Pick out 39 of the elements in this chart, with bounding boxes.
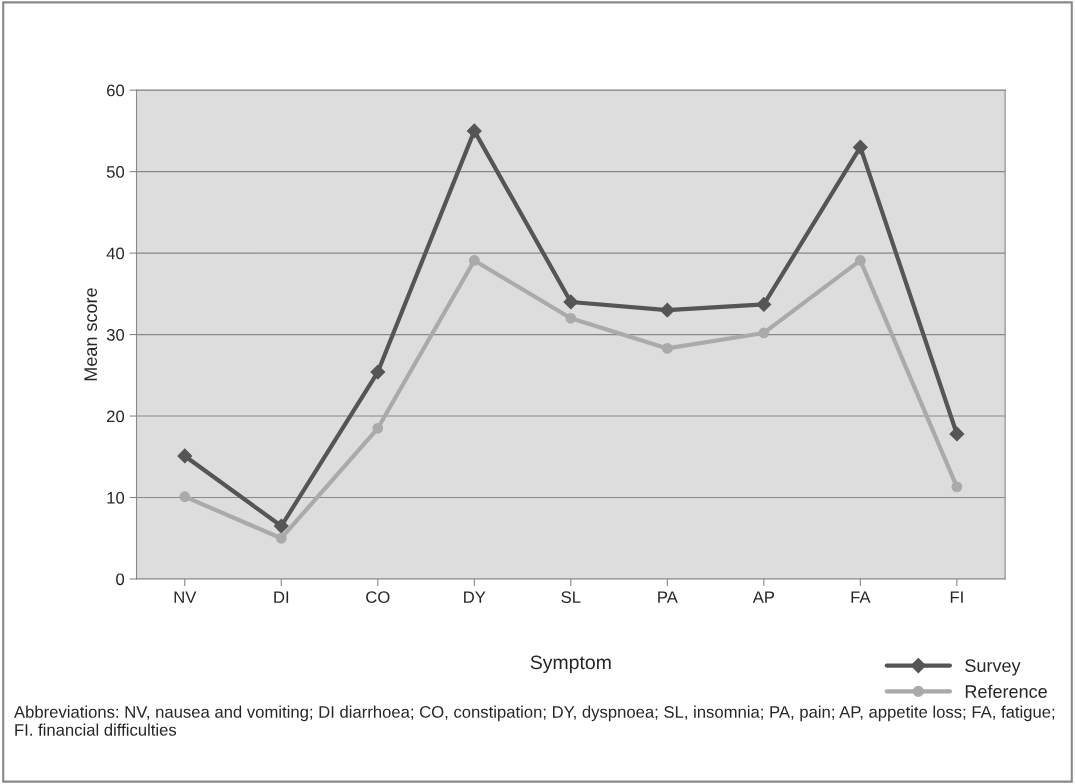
legend-label: Reference (965, 684, 1047, 698)
x-tick-label: SL (561, 591, 581, 604)
point (565, 312, 577, 324)
y-tick-label: 30 (106, 328, 125, 341)
point (756, 297, 772, 312)
point (466, 123, 482, 139)
point (949, 426, 965, 442)
point (854, 255, 866, 266)
x-tick-label: PA (658, 591, 678, 603)
x-tick-label: CO (366, 591, 390, 604)
point (563, 294, 579, 310)
x-tick-label: DI (274, 591, 289, 603)
point (275, 532, 287, 544)
point (951, 481, 963, 493)
point (273, 518, 289, 534)
y-tick-label: 0 (116, 573, 125, 586)
x-tick-label: NV (174, 591, 197, 603)
x-tick-label: DY (464, 591, 486, 603)
point (177, 448, 193, 464)
point (758, 327, 770, 339)
text: Abbreviations: NV, nausea and vomiting; DI diarrhoea; CO, constipation; DY, dyspnoea; SL, insomnia; PA, pain; AP, appetite loss; FA, fatigue; FI. financial difficulties (14, 705, 1055, 736)
x-tick-label: FA (851, 591, 871, 603)
x-tick-label: FI (950, 591, 963, 603)
point (372, 422, 384, 434)
y-tick-label: 50 (106, 166, 125, 178)
x-axis-title: Symptom (530, 655, 611, 674)
point (659, 302, 675, 318)
point (370, 364, 386, 380)
point (179, 491, 191, 503)
x-tick-label: AP (752, 591, 775, 603)
y-axis-title: Mean score (84, 288, 98, 381)
point (468, 255, 480, 266)
point (661, 343, 673, 354)
legend-label: Survey (965, 659, 1021, 676)
y-tick-label: 20 (107, 410, 125, 423)
y-tick-label: 10 (107, 491, 125, 504)
y-tick-label: 60 (107, 84, 125, 97)
point (852, 139, 868, 155)
y-tick-label: 40 (106, 247, 125, 260)
